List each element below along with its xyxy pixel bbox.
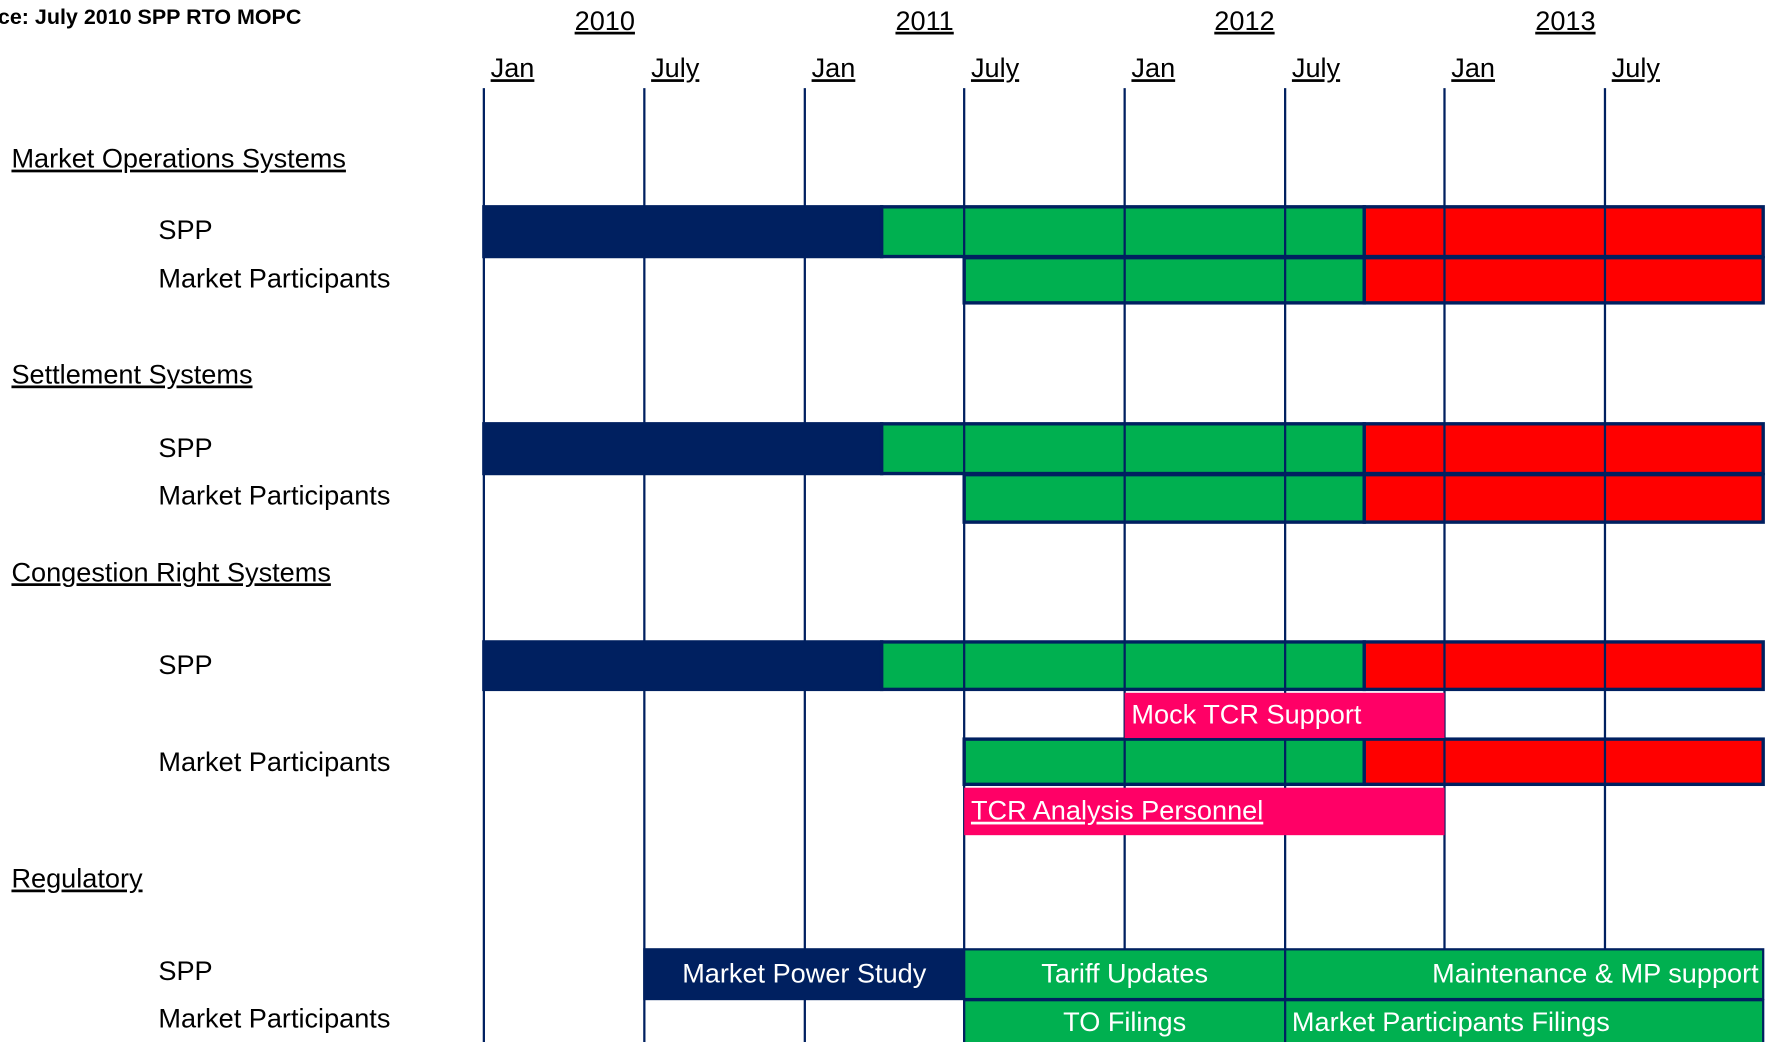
task-label: TCR Analysis Personnel — [971, 795, 1263, 826]
month-label: July — [651, 52, 700, 83]
status-bar — [1362, 472, 1765, 524]
status-bar — [1362, 640, 1765, 692]
month-label: Jan — [1131, 52, 1175, 83]
year-label: 2013 — [1535, 5, 1595, 36]
row-label: SPP — [158, 432, 212, 463]
section-title: Settlement Systems — [11, 358, 252, 389]
status-bar — [1362, 205, 1765, 259]
year-label: 2010 — [575, 5, 635, 36]
row-label: Market Participants — [158, 746, 390, 777]
task-bar — [1124, 692, 1445, 738]
status-bar — [962, 737, 1366, 787]
task-bar — [964, 787, 1445, 836]
task-label: Tariff Updates — [1041, 957, 1208, 988]
status-bar — [962, 255, 1366, 305]
row-label: SPP — [158, 214, 212, 245]
section-title: Regulatory — [11, 863, 143, 894]
status-bar — [962, 472, 1366, 524]
section-title: Congestion Right Systems — [11, 556, 330, 587]
status-bar — [879, 640, 1366, 692]
month-label: July — [1612, 52, 1661, 83]
section-title: Market Operations Systems — [11, 143, 345, 174]
task-label: Market Power Study — [682, 957, 927, 988]
month-label: July — [1292, 52, 1341, 83]
status-bar — [1362, 255, 1765, 305]
status-bar — [879, 422, 1366, 476]
task-label: Market Participants Filings — [1292, 1006, 1610, 1037]
status-bar — [482, 422, 884, 476]
row-label: SPP — [158, 649, 212, 680]
status-bar — [482, 640, 884, 692]
task-label: TO Filings — [1063, 1006, 1186, 1037]
row-label: Market Participants — [158, 1003, 390, 1034]
month-label: Jan — [1451, 52, 1495, 83]
row-label: SPP — [158, 955, 212, 986]
task-bar — [1284, 948, 1765, 1001]
year-label: 2011 — [895, 5, 953, 36]
task-label: Maintenance & MP support — [1432, 957, 1759, 988]
month-label: Jan — [491, 52, 535, 83]
row-label: Market Participants — [158, 479, 390, 510]
task-bar — [1284, 999, 1765, 1042]
month-label: July — [971, 52, 1020, 83]
status-bar — [879, 205, 1366, 259]
status-bar — [1362, 422, 1765, 476]
task-label: Mock TCR Support — [1131, 699, 1361, 730]
source-title: ce: July 2010 SPP RTO MOPC — [0, 5, 301, 29]
year-label: 2012 — [1214, 5, 1274, 36]
month-label: Jan — [812, 52, 856, 83]
status-bar — [1362, 737, 1765, 787]
row-label: Market Participants — [158, 262, 390, 293]
status-bar — [482, 205, 884, 259]
